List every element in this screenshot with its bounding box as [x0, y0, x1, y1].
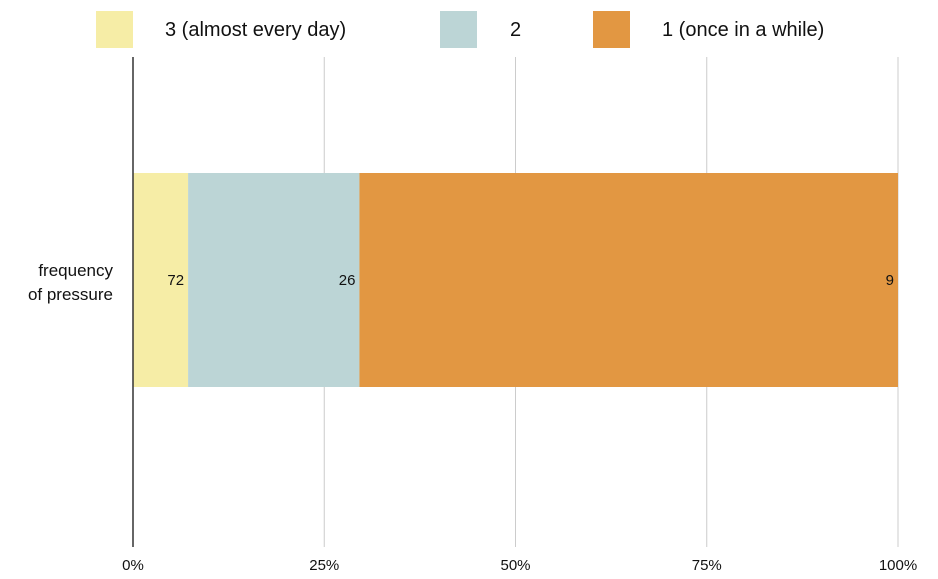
x-axis-ticks: 0% 25% 50% 75% 100% — [122, 557, 917, 574]
bar-segment-3 — [359, 173, 898, 387]
x-tick-label-25: 25% — [309, 557, 339, 574]
bar-segment-1 — [133, 173, 189, 387]
legend-swatch-1 — [96, 11, 133, 48]
legend-swatch-2 — [440, 11, 477, 48]
data-label-3: 9 — [886, 272, 894, 289]
category-label: frequency of pressure — [28, 261, 114, 304]
x-tick-label-0: 0% — [122, 557, 144, 574]
legend: 3 (almost every day) 2 1 (once in a while) — [96, 11, 824, 48]
legend-label-3: 1 (once in a while) — [662, 19, 824, 41]
legend-label-2: 2 — [510, 19, 521, 41]
data-label-1: 72 — [167, 272, 184, 289]
legend-label-1: 3 (almost every day) — [165, 19, 346, 41]
bar-segment-2 — [188, 173, 360, 387]
category-label-line-1: frequency — [38, 261, 113, 280]
y-axis-labels: frequency of pressure — [28, 261, 114, 304]
data-label-2: 26 — [339, 272, 356, 289]
x-tick-label-50: 50% — [500, 557, 530, 574]
bars: 72 26 9 — [133, 173, 898, 387]
legend-swatch-3 — [593, 11, 630, 48]
category-label-line-2: of pressure — [28, 285, 113, 304]
x-tick-label-75: 75% — [692, 557, 722, 574]
x-tick-label-100: 100% — [879, 557, 917, 574]
